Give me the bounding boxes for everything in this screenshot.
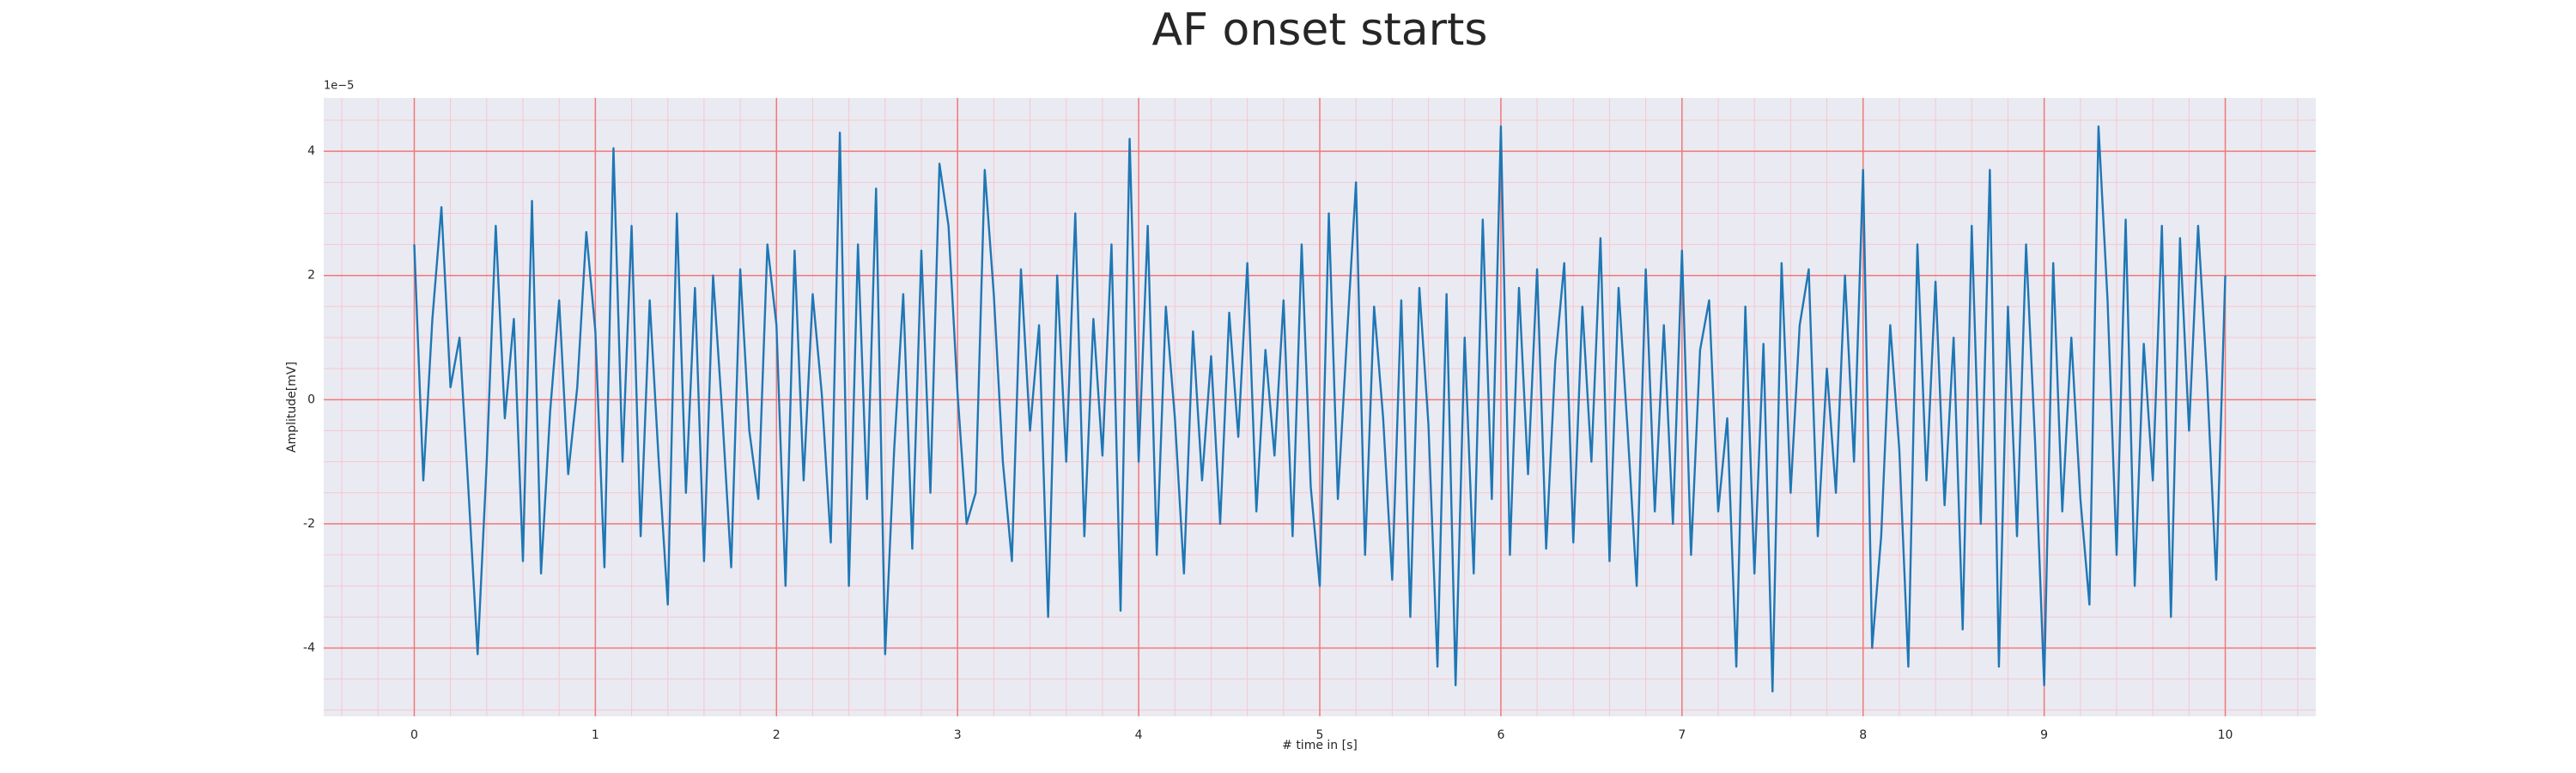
y-tick-label: 0 xyxy=(307,393,315,406)
y-tick-label: -4 xyxy=(303,641,315,654)
x-tick-label: 9 xyxy=(2040,728,2048,742)
chart-title: AF onset starts xyxy=(1152,4,1488,56)
x-tick-label: 10 xyxy=(2218,728,2233,742)
y-tick-label: 2 xyxy=(307,269,315,283)
x-tick-label: 0 xyxy=(410,728,418,742)
x-tick-label: 7 xyxy=(1678,728,1686,742)
x-tick-label: 3 xyxy=(954,728,962,742)
x-tick-label: 6 xyxy=(1497,728,1504,742)
y-offset-label: 1e−5 xyxy=(324,80,354,93)
x-axis-label: # time in [s] xyxy=(1282,739,1358,752)
x-tick-label: 1 xyxy=(592,728,599,742)
signal-line xyxy=(413,125,2227,693)
x-tick-label: 2 xyxy=(773,728,781,742)
x-tick-label: 5 xyxy=(1316,728,1324,742)
y-axis-label: Amplitude[mV] xyxy=(285,362,299,453)
y-tick-label: 4 xyxy=(307,144,315,158)
y-tick-label: -2 xyxy=(303,517,315,531)
x-tick-label: 4 xyxy=(1135,728,1143,742)
x-tick-label: 8 xyxy=(1859,728,1867,742)
